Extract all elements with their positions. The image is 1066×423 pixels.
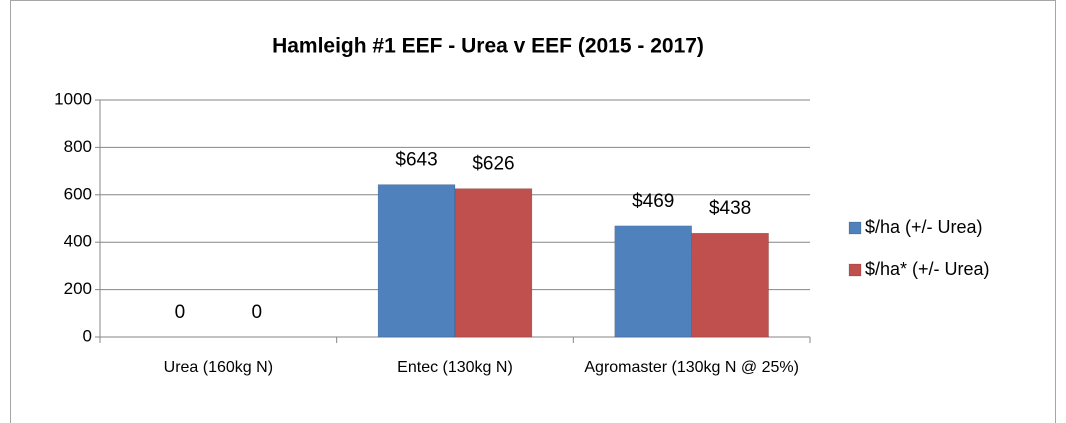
data-label: $469: [632, 191, 674, 212]
legend-label: $/ha (+/- Urea): [865, 217, 983, 237]
bar: [377, 184, 456, 338]
x-tick-label: Agromaster (130kg N @ 25%): [584, 359, 799, 376]
chart-border: [10, 0, 1056, 423]
data-label: 0: [175, 302, 186, 323]
data-label: $438: [709, 198, 751, 219]
x-tick-label: Urea (160kg N): [163, 359, 274, 376]
y-tick-label: 400: [64, 232, 92, 251]
y-tick-label: 1000: [54, 89, 92, 108]
data-label: $643: [395, 150, 437, 171]
legend-swatch: [848, 263, 862, 277]
y-tick-label: 600: [64, 184, 92, 203]
bar: [454, 188, 533, 338]
legend-swatch: [848, 221, 862, 235]
x-tick-label: Entec (130kg N): [397, 359, 513, 376]
y-tick-label: 800: [64, 137, 92, 156]
bar: [691, 232, 769, 338]
y-tick-label: 0: [83, 326, 92, 345]
chart-title: Hamleigh #1 EEF - Urea v EEF (2015 - 201…: [272, 35, 704, 58]
bar: [614, 225, 692, 338]
y-tick-label: 200: [64, 279, 92, 298]
legend-label: $/ha* (+/- Urea): [865, 259, 990, 279]
data-label: $626: [472, 154, 514, 175]
data-label: 0: [252, 302, 263, 323]
